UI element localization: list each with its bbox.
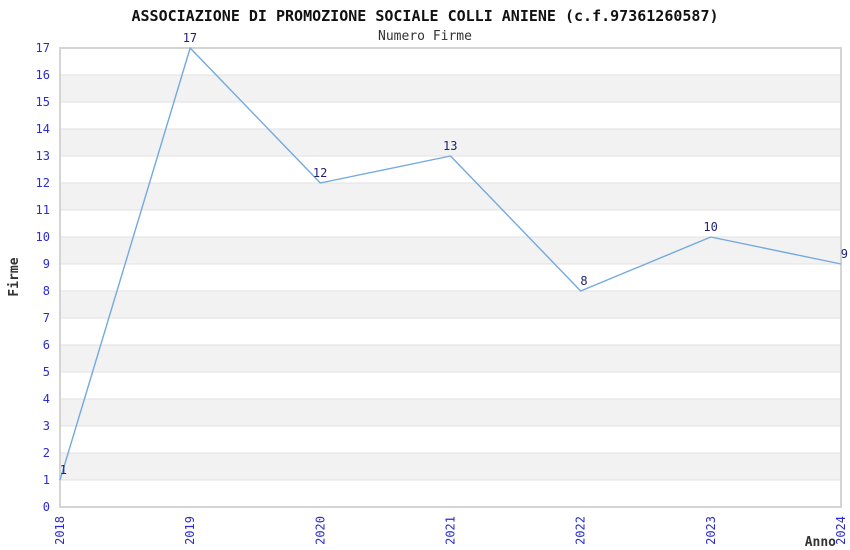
y-tick-label: 7 [43,311,50,325]
y-tick-label: 16 [36,68,50,82]
x-tick-label: 2019 [183,516,197,545]
x-tick-label: 2023 [704,516,718,545]
x-tick-label: 2018 [53,516,67,545]
y-tick-label: 0 [43,500,50,514]
data-line [59,47,842,481]
grid-band [60,453,841,480]
data-point-label: 12 [313,166,327,180]
x-tick-label: 2020 [313,516,327,545]
grid-band [60,345,841,372]
x-tick-label: 2021 [444,516,458,545]
y-tick-label: 17 [36,41,50,55]
y-tick-label: 1 [43,473,50,487]
y-tick-label: 12 [36,176,50,190]
plot-border [59,47,842,508]
grid-band [60,75,841,102]
grid-band [60,237,841,264]
y-tick-label: 3 [43,419,50,433]
x-axis-label: Anno [805,535,836,550]
y-tick-label: 11 [36,203,50,217]
data-point-label: 13 [443,139,457,153]
grid-band [60,291,841,318]
x-tick-label: 2022 [574,516,588,545]
data-point-label: 8 [580,274,587,288]
grid-band [60,129,841,156]
y-tick-label: 8 [43,284,50,298]
y-tick-label: 9 [43,257,50,271]
data-point-label: 17 [183,31,197,45]
chart-title: ASSOCIAZIONE DI PROMOZIONE SOCIALE COLLI… [131,7,719,25]
y-tick-label: 10 [36,230,50,244]
y-axis-label: Firme [7,257,22,296]
plot-background [60,48,841,507]
y-tick-label: 14 [36,122,50,136]
data-point-label: 10 [703,220,717,234]
x-tick-label: 2024 [834,516,848,545]
plot-layer: 1171213810901234567891011121314151617201… [36,31,848,545]
data-point-label: 9 [841,247,848,261]
y-tick-label: 13 [36,149,50,163]
grid-band [60,183,841,210]
y-tick-label: 5 [43,365,50,379]
data-point-label: 1 [60,463,67,477]
y-tick-label: 4 [43,392,50,406]
y-tick-label: 2 [43,446,50,460]
chart-subtitle: Numero Firme [378,29,472,44]
y-tick-label: 15 [36,95,50,109]
grid-band [60,399,841,426]
y-tick-label: 6 [43,338,50,352]
